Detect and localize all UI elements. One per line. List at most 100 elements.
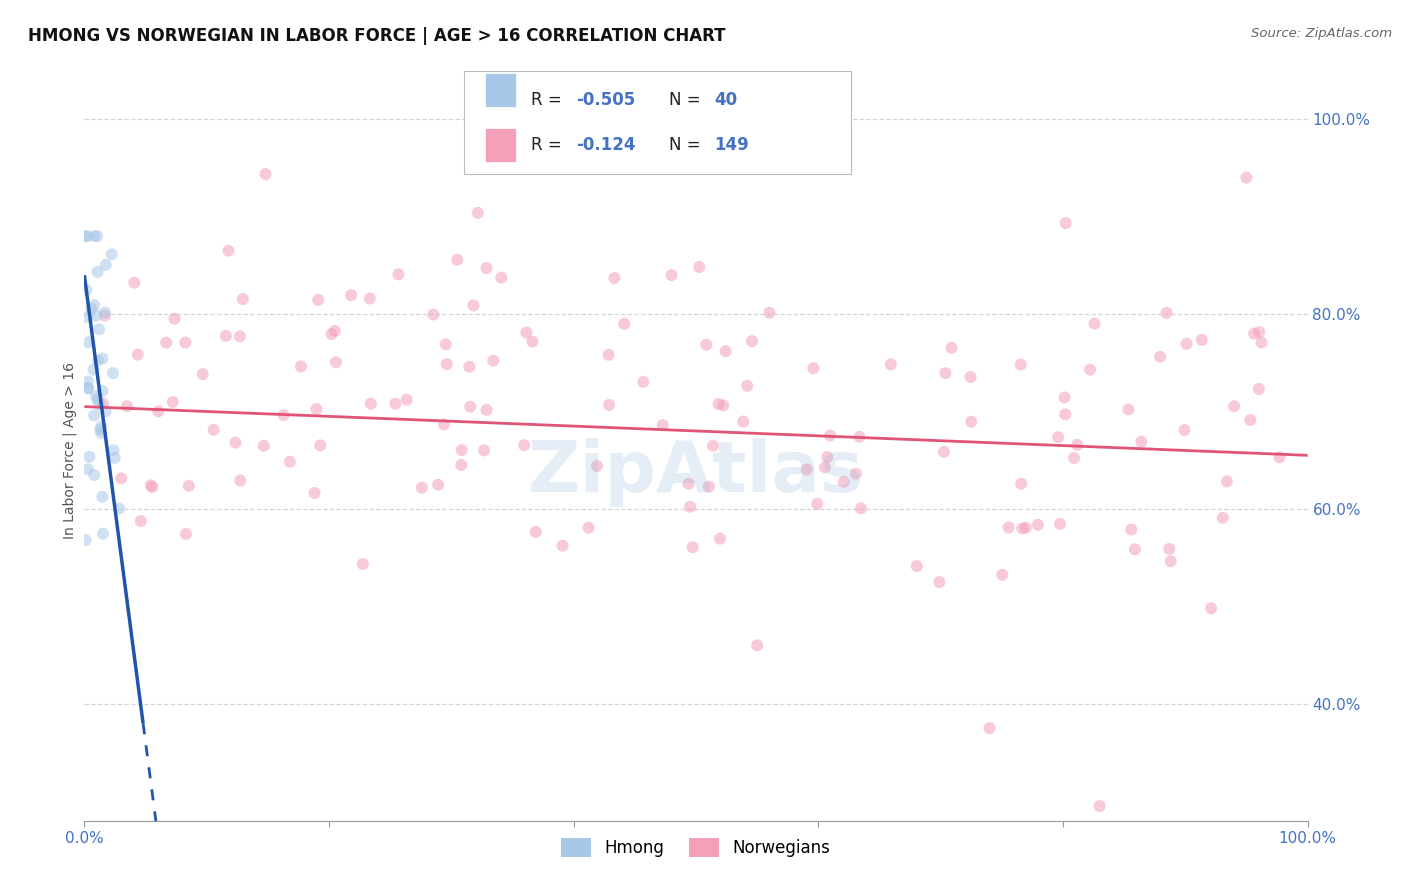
Point: [191, 367, 214, 381]
Point: [806, 497, 828, 511]
Point: [433, 417, 456, 432]
Point: [273, 408, 295, 422]
Point: [1011, 521, 1033, 535]
Point: [679, 500, 702, 514]
Point: [711, 398, 734, 412]
Point: [741, 334, 763, 349]
Point: [91, 490, 114, 504]
Point: [359, 292, 381, 306]
Point: [450, 458, 472, 472]
Point: [758, 306, 780, 320]
Point: [174, 527, 197, 541]
Point: [613, 317, 636, 331]
Point: [1223, 399, 1246, 413]
Point: [697, 480, 720, 494]
Point: [1149, 350, 1171, 364]
Point: [1250, 335, 1272, 350]
Point: [735, 379, 758, 393]
Text: -0.124: -0.124: [576, 136, 636, 153]
Point: [682, 540, 704, 554]
Point: [427, 477, 450, 491]
Point: [90, 426, 112, 441]
Point: [1054, 216, 1077, 230]
Point: [482, 353, 505, 368]
Point: [79, 450, 101, 464]
Point: [1118, 402, 1140, 417]
Point: [979, 721, 1001, 735]
Point: [551, 539, 574, 553]
Point: [522, 334, 544, 349]
Point: [224, 435, 246, 450]
Point: [934, 366, 956, 380]
Point: [1247, 382, 1270, 396]
Point: [253, 439, 276, 453]
Point: [115, 399, 138, 413]
Point: [1173, 423, 1195, 437]
Point: [229, 329, 252, 343]
Point: [1010, 476, 1032, 491]
Text: R =: R =: [531, 136, 568, 153]
Point: [1239, 413, 1261, 427]
Point: [796, 462, 818, 476]
Point: [434, 337, 457, 351]
Point: [475, 402, 498, 417]
Point: [229, 474, 252, 488]
Point: [321, 326, 343, 341]
Point: [87, 398, 110, 412]
Point: [75, 533, 97, 548]
Point: [1121, 523, 1143, 537]
Point: [463, 298, 485, 312]
Point: [83, 468, 105, 483]
Point: [141, 480, 163, 494]
Point: [709, 532, 731, 546]
Point: [1249, 325, 1271, 339]
Text: Source: ZipAtlas.com: Source: ZipAtlas.com: [1251, 27, 1392, 40]
Point: [475, 261, 498, 276]
Point: [323, 324, 346, 338]
Point: [91, 351, 114, 366]
Point: [139, 478, 162, 492]
Point: [1243, 326, 1265, 341]
Point: [678, 476, 700, 491]
Point: [83, 409, 105, 423]
Point: [1130, 434, 1153, 449]
Point: [309, 438, 332, 452]
Point: [87, 353, 110, 368]
Point: [218, 244, 240, 258]
Text: N =: N =: [669, 136, 706, 153]
Point: [695, 337, 717, 351]
Point: [603, 271, 626, 285]
Point: [1054, 408, 1077, 422]
Point: [1078, 362, 1101, 376]
Point: [155, 335, 177, 350]
Point: [707, 397, 730, 411]
Point: [75, 229, 97, 244]
Point: [1159, 541, 1181, 556]
Point: [436, 357, 458, 371]
Point: [174, 335, 197, 350]
Point: [1063, 451, 1085, 466]
Text: 40: 40: [714, 91, 737, 109]
Point: [103, 443, 125, 458]
Point: [814, 460, 837, 475]
Bar: [485, 128, 516, 162]
Text: HMONG VS NORWEGIAN IN LABOR FORCE | AGE > 16 CORRELATION CHART: HMONG VS NORWEGIAN IN LABOR FORCE | AGE …: [28, 27, 725, 45]
Point: [905, 559, 928, 574]
Point: [1026, 517, 1049, 532]
Point: [733, 415, 755, 429]
Point: [714, 344, 737, 359]
Point: [586, 458, 609, 473]
Point: [108, 501, 131, 516]
Point: [84, 309, 107, 323]
Point: [1175, 336, 1198, 351]
Point: [1047, 430, 1070, 444]
Text: ZipAtlas: ZipAtlas: [529, 438, 863, 508]
Point: [89, 423, 111, 437]
Point: [232, 292, 254, 306]
Point: [1083, 317, 1105, 331]
Point: [458, 400, 481, 414]
Point: [1268, 450, 1291, 465]
Point: [1156, 306, 1178, 320]
Point: [94, 305, 117, 319]
Point: [959, 370, 981, 384]
